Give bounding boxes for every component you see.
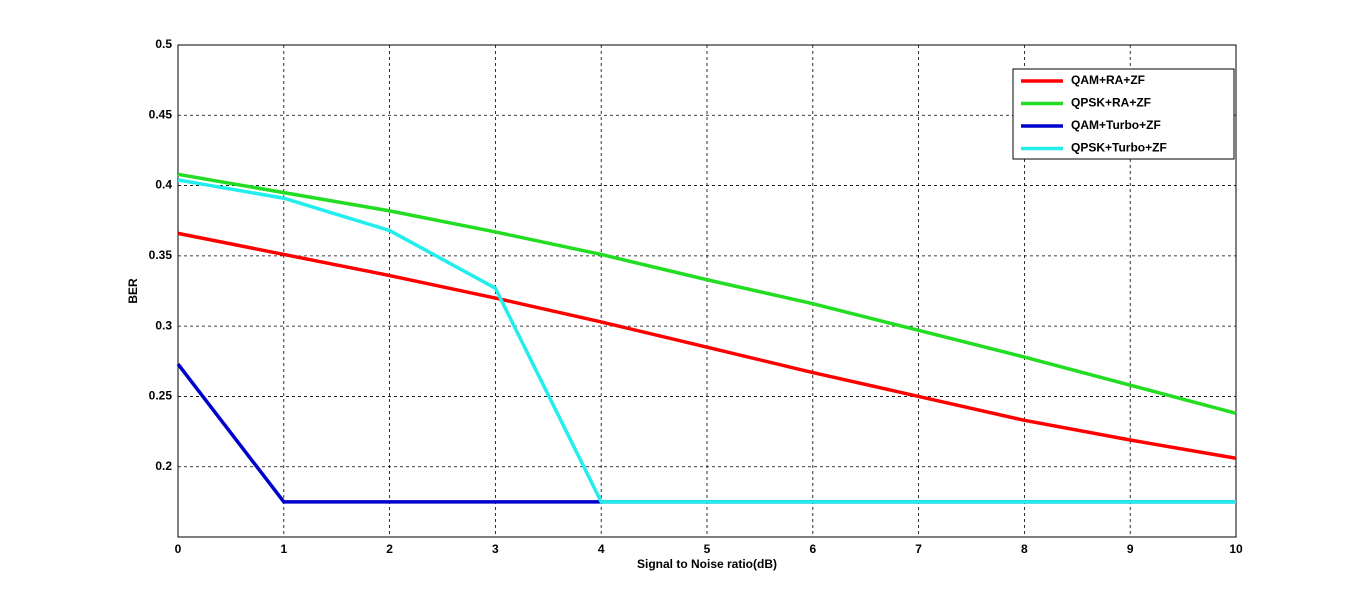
x-tick-label: 9 [1127,542,1134,556]
y-tick-label: 0.4 [155,178,172,192]
legend-label: QPSK+RA+ZF [1071,96,1151,110]
legend-label: QAM+RA+ZF [1071,73,1145,87]
x-tick-label: 5 [704,542,711,556]
y-tick-label: 0.25 [149,389,173,403]
data-line [177,231,1237,461]
x-tick-label: 7 [915,542,922,556]
y-tick-label: 0.2 [155,459,172,473]
data-line [177,178,1236,504]
legend-box [1012,68,1235,160]
x-tick-label: 1 [280,542,287,556]
x-tick-label: 6 [809,542,816,556]
y-axis-label: BER [126,278,140,304]
y-tick-label: 0.5 [155,37,172,51]
x-tick-label: 2 [386,542,393,556]
x-tick-label: 4 [598,542,605,556]
legend-label: QAM+Turbo+ZF [1071,118,1161,132]
x-tick-label: 3 [492,542,499,556]
x-tick-label: 10 [1229,542,1243,556]
legend-label: QPSK+Turbo+ZF [1071,141,1167,155]
x-tick-label: 8 [1021,542,1028,556]
x-tick-label: 0 [175,542,182,556]
data-line [177,172,1237,415]
y-tick-label: 0.35 [149,248,173,262]
y-tick-label: 0.3 [155,318,172,332]
plot-frame [177,44,1237,538]
x-axis-label: Signal to Noise ratio(dB) [637,557,777,571]
y-tick-label: 0.45 [149,107,173,121]
